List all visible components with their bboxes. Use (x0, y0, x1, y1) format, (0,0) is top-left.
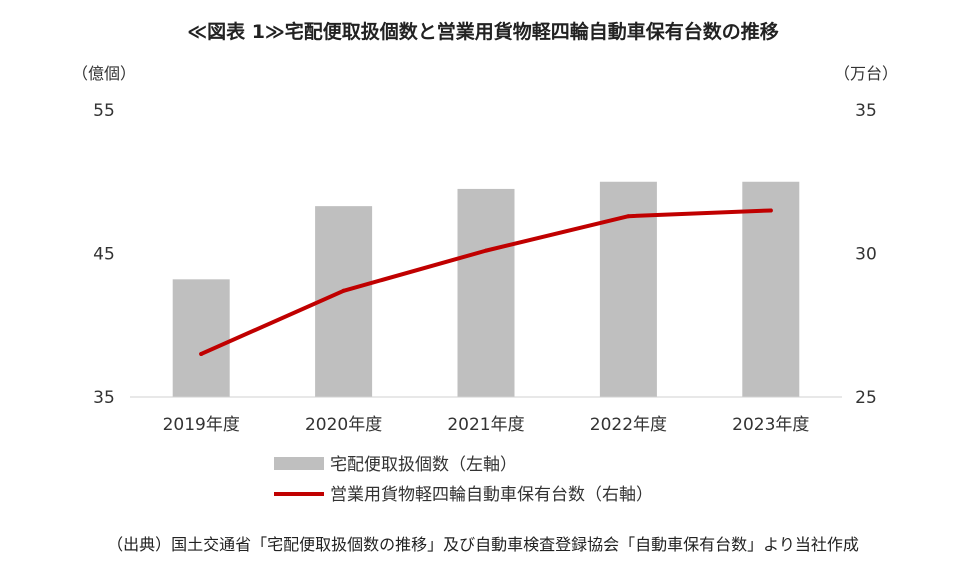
line-point (626, 214, 631, 219)
line-point (768, 208, 773, 213)
left-tick-label: 35 (93, 388, 115, 408)
right-axis-ticks: 25 30 35 (855, 101, 877, 408)
bar (457, 188, 515, 397)
legend-bar-swatch (274, 457, 324, 470)
source-note: （出典）国土交通省「宅配便取扱個数の推移」及び自動車検査登録協会「自動車保有台数… (107, 535, 859, 554)
legend-line-label: 営業用貨物軽四輪自動車保有台数（右軸） (330, 485, 653, 505)
left-tick-label: 45 (93, 245, 115, 265)
right-axis-unit: （万台） (834, 64, 898, 83)
left-axis-ticks: 35 45 55 (93, 101, 115, 408)
legend: 宅配便取扱個数（左軸） 営業用貨物軽四輪自動車保有台数（右軸） (274, 455, 653, 505)
line-point (341, 288, 346, 293)
left-tick-label: 55 (93, 101, 115, 121)
bar (742, 181, 800, 397)
right-tick-label: 25 (855, 388, 877, 408)
line-point (199, 351, 204, 356)
right-tick-label: 30 (855, 245, 877, 265)
category-label: 2019年度 (163, 415, 240, 435)
bar (315, 206, 373, 397)
category-label: 2021年度 (447, 415, 524, 435)
category-label: 2023年度 (732, 415, 809, 435)
category-label: 2022年度 (590, 415, 667, 435)
line-point (484, 248, 488, 253)
bar (172, 279, 230, 397)
category-label: 2020年度 (305, 415, 382, 435)
category-labels: 2019年度 2020年度 2021年度 2022年度 2023年度 (163, 415, 810, 435)
legend-bar-label: 宅配便取扱個数（左軸） (330, 455, 517, 475)
chart-title: ≪図表 1≫宅配便取扱個数と営業用貨物軽四輪自動車保有台数の推移 (187, 20, 779, 43)
line-series (199, 208, 773, 356)
left-axis-unit: （億個） (72, 64, 136, 83)
right-tick-label: 35 (855, 101, 877, 121)
